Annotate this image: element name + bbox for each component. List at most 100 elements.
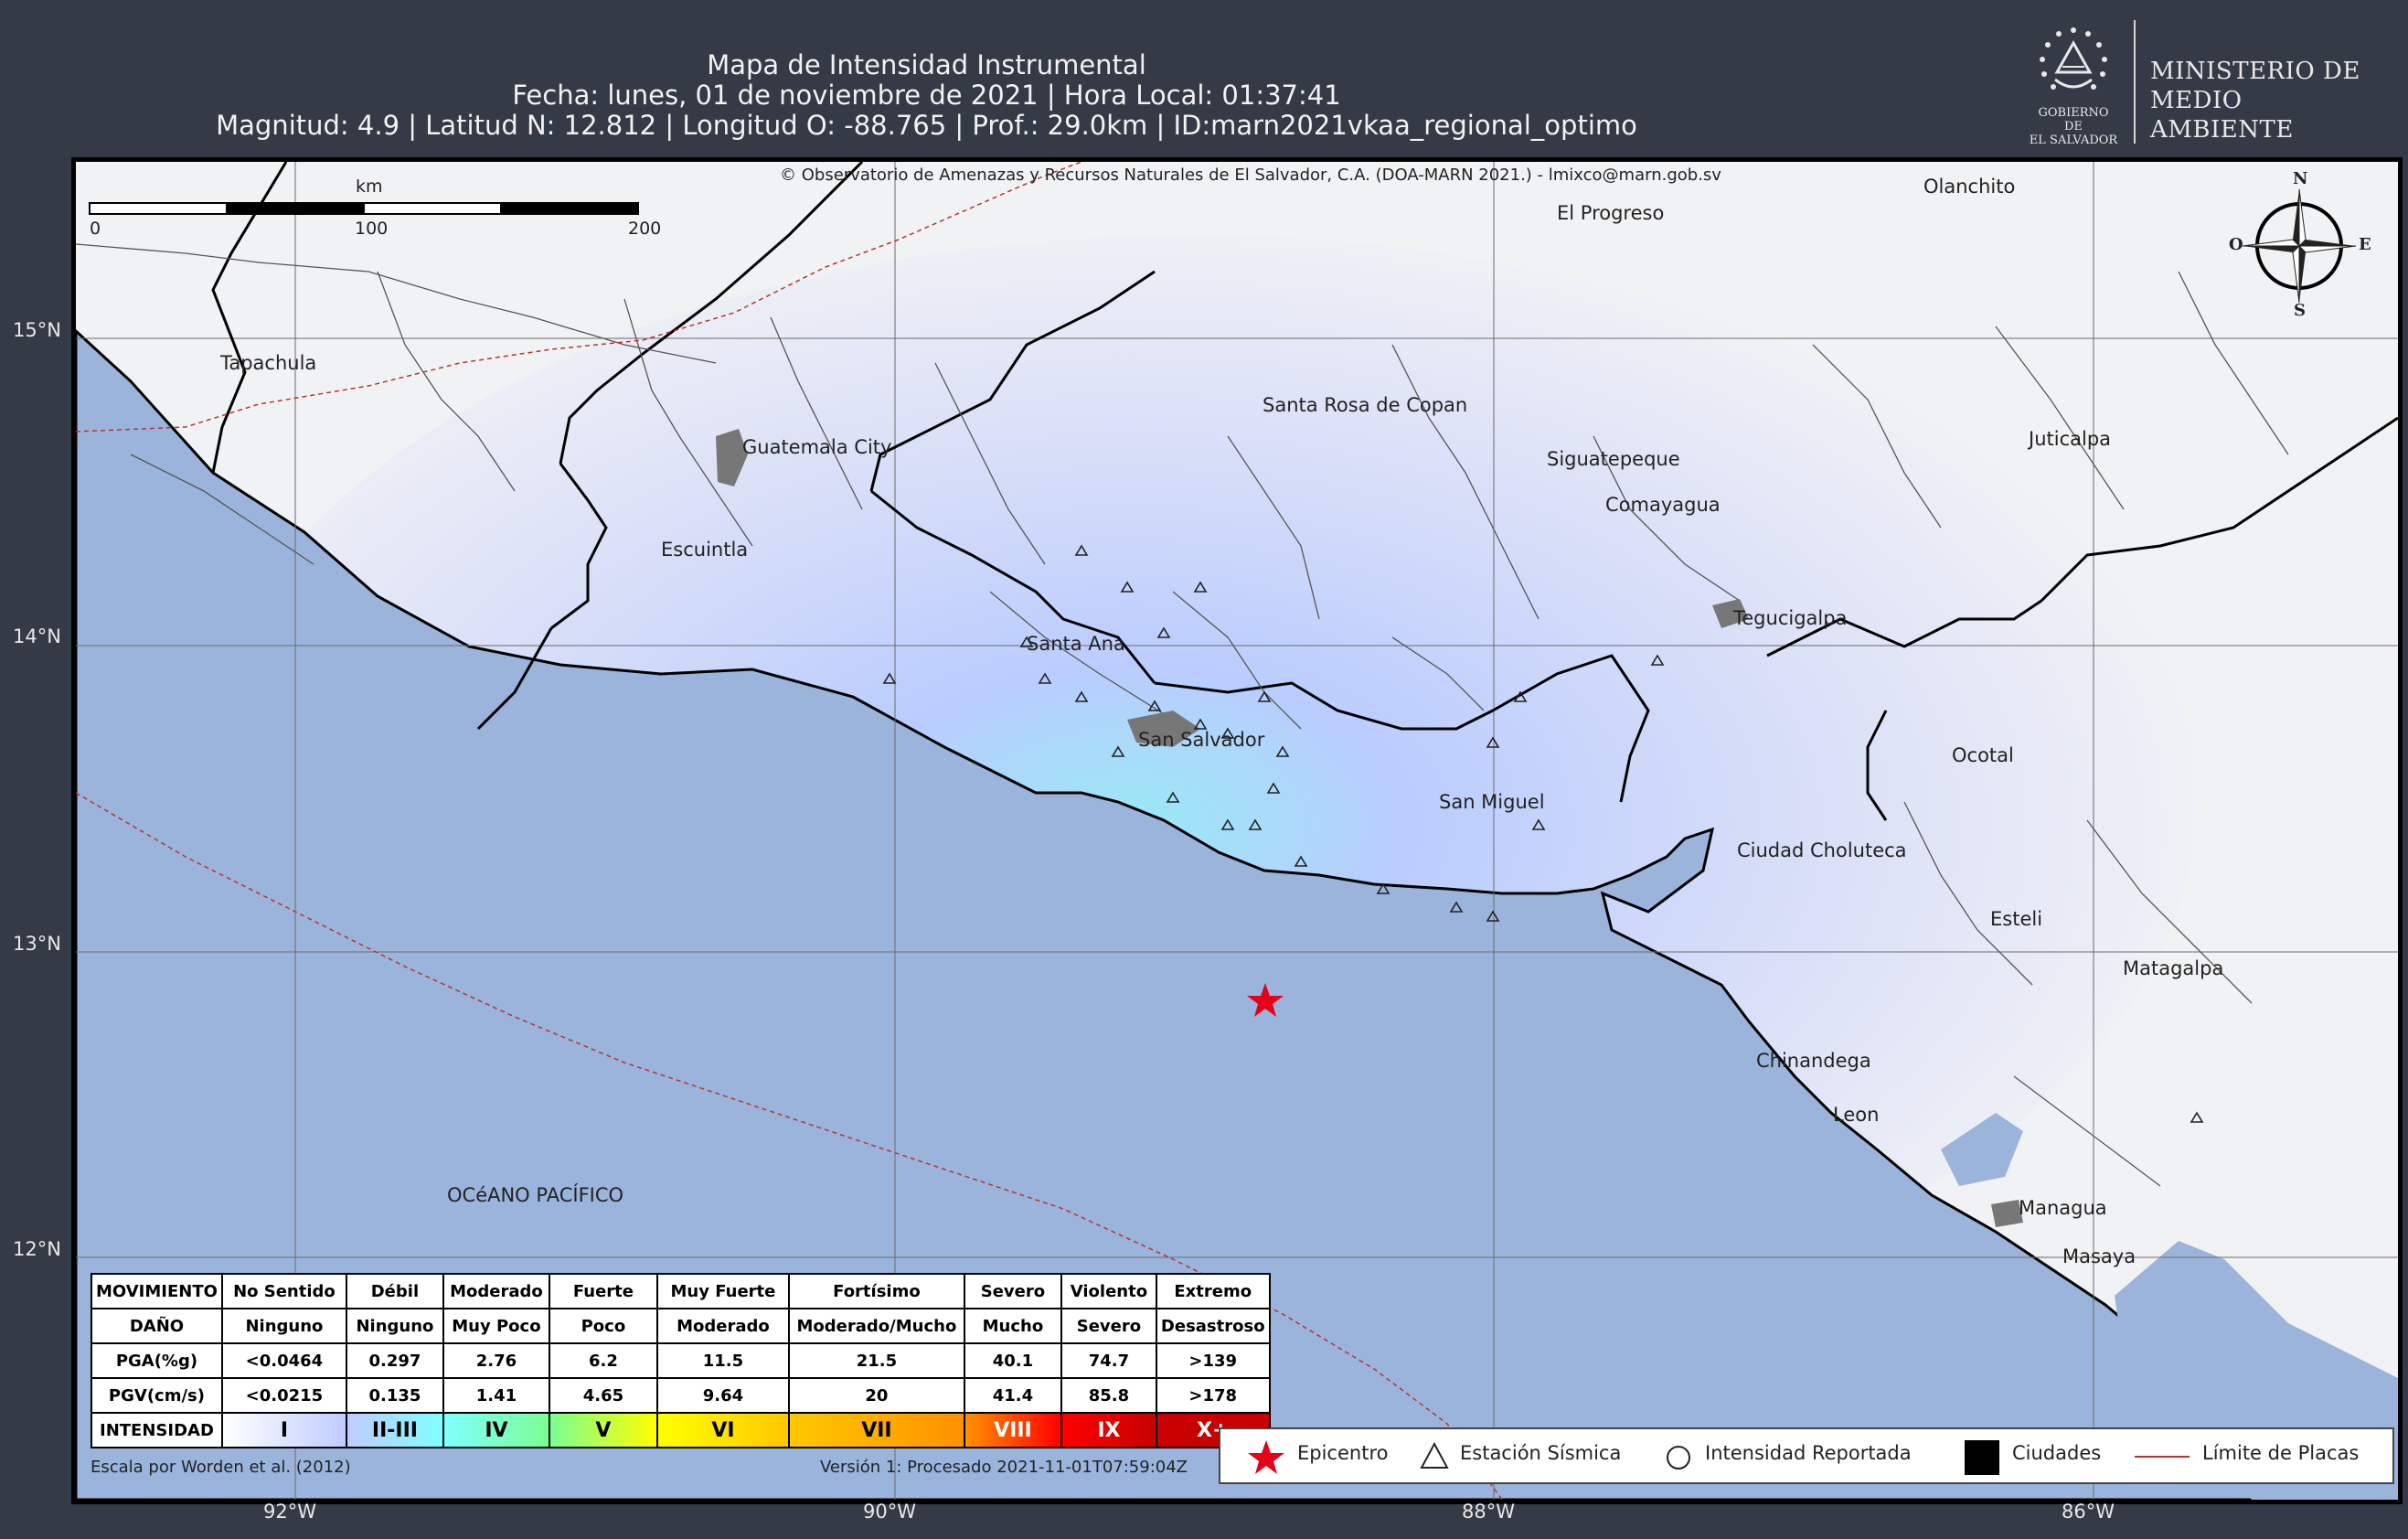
intensity-row-label: MOVIMIENTO — [91, 1273, 223, 1309]
intensity-cell: >139 — [1155, 1342, 1271, 1379]
intensity-cell: Muy Poco — [442, 1308, 550, 1344]
intensity-cell: <0.0464 — [220, 1342, 347, 1379]
intensity-cell: VI — [655, 1412, 790, 1448]
intensity-cell: Violento — [1060, 1273, 1157, 1309]
compass-rose — [2242, 188, 2357, 304]
lat-tick: 15°N — [13, 319, 61, 341]
intensity-cell: 20 — [787, 1377, 965, 1414]
intensity-cell: IV — [442, 1412, 550, 1448]
intensity-cell: Moderado — [442, 1273, 550, 1309]
lat-tick: 13°N — [13, 933, 61, 955]
intensity-table-row: MOVIMIENTO No Sentido Débil Moderado Fuerte M… — [91, 1273, 1271, 1309]
city-label: San Miguel — [1439, 791, 1545, 813]
triangle-station-icon — [1420, 1442, 1449, 1469]
city-footprints — [716, 429, 2023, 1227]
seismic-stations — [882, 544, 2204, 1123]
city-label: Santa Rosa de Copan — [1263, 394, 1468, 416]
intensity-cell: No Sentido — [220, 1273, 347, 1309]
intensity-cell: 40.1 — [963, 1342, 1062, 1379]
intensity-table-row: PGV(cm/s) <0.0215 0.135 1.41 4.65 9.64 20 41.4 8… — [91, 1377, 1271, 1414]
pacific-ocean — [76, 328, 2309, 1500]
intensity-table-row: PGA(%g) <0.0464 0.297 2.76 6.2 11.5 21.5 40.1 74… — [91, 1342, 1271, 1379]
seal-caption-line-1: GOBIERNO DE — [2038, 106, 2109, 134]
city-label: Masaya — [2062, 1245, 2136, 1267]
city-label: Santa Ana — [1027, 633, 1125, 655]
intensity-cell: Ninguno — [345, 1308, 444, 1344]
intensity-cell: Ninguno — [220, 1308, 347, 1344]
intensity-cell: Débil — [345, 1273, 444, 1309]
legend-station: Estación Sísmica — [1460, 1442, 1622, 1464]
intensity-cell: 9.64 — [655, 1377, 790, 1414]
circle-report-icon — [1667, 1446, 1690, 1470]
scale-tick-100: 100 — [355, 219, 389, 239]
city-label: Ocotal — [1952, 744, 2014, 766]
intensity-row-label: INTENSIDAD — [91, 1412, 223, 1448]
intensity-cell: Extremo — [1155, 1273, 1271, 1309]
plate-line-icon — [2135, 1456, 2190, 1458]
intensity-row-label: PGV(cm/s) — [91, 1377, 223, 1414]
intensity-cell: >178 — [1155, 1377, 1271, 1414]
city-label: Ciudad Choluteca — [1737, 839, 1907, 861]
version-credit: Versión 1: Procesado 2021-11-01T07:59:04… — [819, 1458, 1188, 1477]
logo-divider — [2134, 20, 2136, 144]
intensity-cell: 0.297 — [345, 1342, 444, 1379]
city-square-icon — [1965, 1440, 1999, 1475]
legend-reported: Intensidad Reportada — [1705, 1442, 1912, 1464]
province-borders — [76, 243, 2289, 1187]
intensity-cell: Poco — [548, 1308, 658, 1344]
city-label: Juticalpa — [2029, 428, 2112, 450]
intensity-cell: 11.5 — [655, 1342, 790, 1379]
lon-tick: 88°W — [1462, 1501, 1515, 1523]
intensity-cell: 1.41 — [442, 1377, 550, 1414]
map-credits: Escala por Worden et al. (2012) Versión … — [91, 1458, 1188, 1477]
city-label: Comayagua — [1605, 494, 1721, 516]
city-label: Guatemala City — [742, 436, 892, 458]
seal-icon — [2040, 27, 2107, 90]
city-label: Matagalpa — [2123, 957, 2224, 979]
intensity-cell: Desastroso — [1155, 1308, 1271, 1344]
ministry-name: MINISTERIO DE MEDIO AMBIENTE — [2150, 57, 2393, 144]
symbol-legend: Epicentro Estación Sísmica Intensidad Re… — [1219, 1427, 2394, 1484]
intensity-cell: 6.2 — [548, 1342, 658, 1379]
compass-w: O — [2229, 235, 2243, 254]
intensity-cell: Severo — [963, 1273, 1062, 1309]
city-label: El Progreso — [1557, 202, 1665, 224]
epicenter-star-icon — [1248, 1440, 1284, 1474]
map-copyright: © Observatorio de Amenazas y Recursos Na… — [780, 166, 1721, 185]
intensity-cell: 41.4 — [963, 1377, 1062, 1414]
intensity-cell: Moderado — [655, 1308, 790, 1344]
intensity-cell: 4.65 — [548, 1377, 658, 1414]
city-label: Escuintla — [661, 539, 749, 561]
lat-tick: 14°N — [13, 625, 61, 647]
intensity-cell: 0.135 — [345, 1377, 444, 1414]
intensity-table-row: DAÑO Ninguno Ninguno Muy Poco Poco Moderado Mo… — [91, 1308, 1271, 1344]
lon-tick: 90°W — [863, 1501, 916, 1523]
ministry-name-line-2: MEDIO AMBIENTE — [2150, 87, 2294, 144]
city-label: Managua — [2019, 1197, 2107, 1219]
compass-e: E — [2359, 235, 2371, 254]
intensity-cell: Fuerte — [548, 1273, 658, 1309]
intensity-cell: IX — [1060, 1412, 1157, 1448]
intensity-cell: VIII — [963, 1412, 1062, 1448]
city-label: Tapachula — [220, 352, 317, 374]
city-label: Esteli — [1990, 908, 2043, 930]
epicenter-star — [1247, 983, 1284, 1017]
map-title: Mapa de Intensidad Instrumental — [707, 49, 1146, 80]
city-label: Chinandega — [1756, 1050, 1871, 1072]
city-label: Tegucigalpa — [1733, 607, 1848, 629]
intensity-cell: <0.0215 — [220, 1377, 347, 1414]
intensity-map[interactable]: © Observatorio de Amenazas y Recursos Na… — [71, 157, 2403, 1504]
scale-tick-0: 0 — [90, 219, 101, 239]
lon-tick: 86°W — [2062, 1501, 2115, 1523]
intensity-cell: 2.76 — [442, 1342, 550, 1379]
city-label: Leon — [1833, 1104, 1880, 1126]
intensity-cell: Fortísimo — [787, 1273, 965, 1309]
intensity-cell: 85.8 — [1060, 1377, 1157, 1414]
city-label: Siguatepeque — [1547, 448, 1680, 470]
scale-bar — [89, 202, 639, 215]
seal-caption: GOBIERNO DE EL SALVADOR — [2028, 106, 2119, 147]
intensity-cell: Muy Fuerte — [655, 1273, 790, 1309]
intensity-cell: Mucho — [963, 1308, 1062, 1344]
date-line: Fecha: lunes, 01 de noviembre de 2021 | … — [512, 80, 1341, 111]
lon-tick: 92°W — [263, 1501, 316, 1523]
